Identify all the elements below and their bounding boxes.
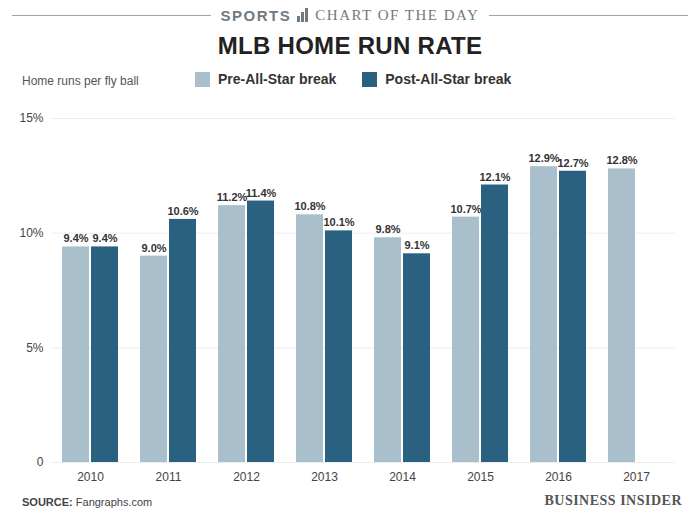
svg-text:2015: 2015 bbox=[467, 470, 494, 484]
svg-text:5%: 5% bbox=[26, 341, 44, 355]
svg-text:2017: 2017 bbox=[623, 470, 650, 484]
svg-text:9.0%: 9.0% bbox=[141, 242, 166, 254]
svg-text:10%: 10% bbox=[19, 226, 43, 240]
svg-text:10.1%: 10.1% bbox=[323, 216, 354, 228]
svg-text:12.9%: 12.9% bbox=[528, 152, 559, 164]
html-text:CHART OF THE DAY: CHART OF THE DAY bbox=[315, 6, 480, 23]
svg-text:2014: 2014 bbox=[389, 470, 416, 484]
html-text:BUSINESS INSIDER: BUSINESS INSIDER bbox=[544, 493, 682, 508]
svg-text:12.1%: 12.1% bbox=[479, 171, 510, 183]
svg-text:9.4%: 9.4% bbox=[92, 232, 117, 244]
svg-text:11.2%: 11.2% bbox=[217, 191, 248, 203]
svg-text:15%: 15% bbox=[19, 111, 43, 125]
html-text:Home runs per fly ball: Home runs per fly ball bbox=[22, 74, 139, 88]
svg-text:10.8%: 10.8% bbox=[294, 200, 325, 212]
svg-text:2013: 2013 bbox=[311, 470, 338, 484]
svg-text:10.6%: 10.6% bbox=[167, 205, 198, 217]
svg-text:2011: 2011 bbox=[156, 470, 182, 484]
svg-text:2012: 2012 bbox=[233, 470, 260, 484]
html-text:SOURCE: Fangraphs.com: SOURCE: Fangraphs.com bbox=[22, 496, 153, 508]
svg-text:12.8%: 12.8% bbox=[606, 154, 637, 166]
svg-text:0: 0 bbox=[37, 455, 44, 469]
svg-text:9.1%: 9.1% bbox=[404, 239, 429, 251]
html-text:Pre-All-Star break: Pre-All-Star break bbox=[218, 71, 337, 87]
svg-text:2016: 2016 bbox=[545, 470, 572, 484]
svg-text:9.4%: 9.4% bbox=[63, 232, 88, 244]
svg-text:2010: 2010 bbox=[77, 470, 104, 484]
svg-text:12.7%: 12.7% bbox=[557, 157, 588, 169]
svg-text:11.4%: 11.4% bbox=[246, 187, 277, 199]
html-text:Post-All-Star break: Post-All-Star break bbox=[385, 71, 512, 87]
svg-text:10.7%: 10.7% bbox=[450, 203, 481, 215]
html-text:MLB HOME RUN RATE: MLB HOME RUN RATE bbox=[217, 32, 483, 59]
svg-text:9.8%: 9.8% bbox=[375, 223, 400, 235]
html-text:SPORTS: SPORTS bbox=[220, 6, 292, 24]
